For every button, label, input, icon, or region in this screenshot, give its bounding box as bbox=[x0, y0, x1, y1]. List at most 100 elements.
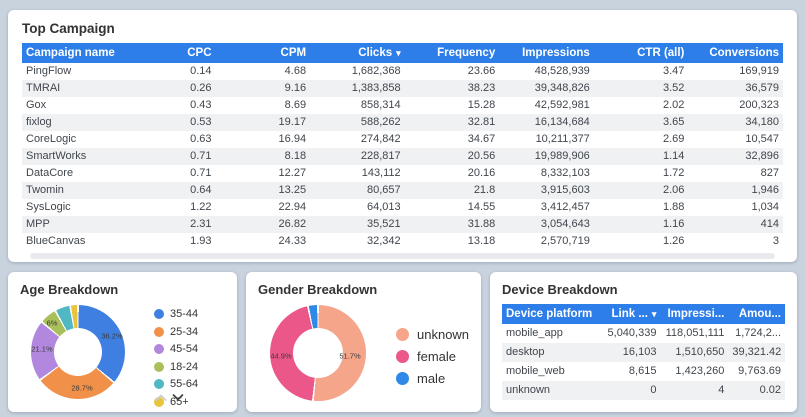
table-cell: 12.27 bbox=[278, 167, 307, 179]
legend-item[interactable]: unknown bbox=[396, 327, 469, 342]
age-breakdown-card: Age Breakdown 36.2% 28.7% 21.1% 6% 35-44… bbox=[8, 272, 237, 412]
table-cell: 1,383,858 bbox=[351, 82, 401, 94]
table-cell: 0.71 bbox=[190, 150, 212, 162]
table-cell: 1,510,650 bbox=[675, 346, 725, 358]
table-cell: 3.52 bbox=[662, 82, 685, 94]
table-cell: 200,323 bbox=[739, 99, 779, 111]
table-cell: 42,592,981 bbox=[534, 99, 590, 111]
legend-label: 55-64 bbox=[170, 378, 199, 390]
age-donut-chart[interactable]: 36.2% 28.7% 21.1% 6% bbox=[31, 305, 125, 399]
table-row: desktop 16,103 1,510,650 39,321.42 bbox=[502, 343, 785, 362]
slice-label: 44.9% bbox=[270, 351, 292, 361]
age-breakdown-title: Age Breakdown bbox=[20, 282, 119, 297]
column-header-campaign-name[interactable]: Campaign name bbox=[22, 43, 121, 63]
table-cell: 0.63 bbox=[190, 133, 212, 145]
table-cell: 414 bbox=[760, 218, 779, 230]
table-cell: 3,054,643 bbox=[540, 218, 590, 230]
device-table-header-row: Device platform Link ... ▾ Impressi... Am… bbox=[502, 304, 785, 324]
legend-dot-icon bbox=[396, 350, 409, 363]
column-header-cpc[interactable]: CPC bbox=[120, 43, 216, 63]
column-header-device-platform[interactable]: Device platform bbox=[502, 304, 596, 324]
legend-item[interactable]: 25-34 bbox=[154, 326, 198, 338]
column-header-frequency[interactable]: Frequency bbox=[404, 43, 500, 63]
table-cell: 64,013 bbox=[367, 201, 401, 213]
table-cell: 1,682,368 bbox=[351, 65, 401, 77]
table-cell: 0.02 bbox=[759, 384, 781, 396]
campaign-name-cell: Gox bbox=[26, 99, 47, 111]
table-cell: 8.69 bbox=[284, 99, 307, 111]
legend-item[interactable]: 18-24 bbox=[154, 361, 198, 373]
legend-dot-icon bbox=[154, 379, 164, 389]
legend-item[interactable]: 45-54 bbox=[154, 343, 198, 355]
sort-arrow-icon: ▾ bbox=[396, 48, 401, 58]
column-header-cpm[interactable]: CPM bbox=[215, 43, 311, 63]
table-cell: 2.06 bbox=[662, 184, 685, 196]
table-cell: 0.14 bbox=[190, 65, 212, 77]
table-row: Twomin 0.64 13.25 80,657 21.8 3,915,603 2.06 1,… bbox=[22, 182, 783, 199]
horizontal-scrollbar[interactable] bbox=[30, 253, 775, 259]
table-cell: 19,989,906 bbox=[534, 150, 590, 162]
legend-label: male bbox=[417, 371, 446, 386]
column-header-clicks[interactable]: Clicks ▾ bbox=[310, 43, 405, 63]
legend-dot-icon bbox=[154, 396, 164, 407]
table-cell: 14.55 bbox=[467, 201, 496, 213]
table-cell: 0.53 bbox=[190, 116, 212, 128]
legend-item[interactable]: 65+ bbox=[154, 396, 198, 408]
table-cell: 32,342 bbox=[367, 235, 401, 247]
legend-item[interactable]: male bbox=[396, 371, 469, 386]
table-row: fixlog 0.53 19.17 588,262 32.81 16,134,684 3.6… bbox=[22, 114, 783, 131]
table-cell: 38.23 bbox=[467, 82, 496, 94]
column-header-conversions[interactable]: Conversions bbox=[688, 43, 783, 63]
table-cell: 1.22 bbox=[190, 201, 212, 213]
chevron-down-icon[interactable] bbox=[171, 393, 185, 402]
table-row: DataCore 0.71 12.27 143,112 20.16 8,332,103 1.… bbox=[22, 165, 783, 182]
table-row: SysLogic 1.22 22.94 64,013 14.55 3,412,457 1.8… bbox=[22, 199, 783, 216]
table-cell: 8,615 bbox=[628, 365, 657, 377]
slice-label: 21.1% bbox=[31, 344, 53, 354]
table-cell: 0.71 bbox=[190, 167, 212, 179]
table-cell: 2.31 bbox=[190, 218, 212, 230]
table-cell: 16,103 bbox=[622, 346, 657, 358]
column-header-amount[interactable]: Amou... bbox=[728, 304, 785, 324]
table-cell: 8,332,103 bbox=[540, 167, 590, 179]
table-cell: 16.94 bbox=[278, 133, 307, 145]
table-row: Gox 0.43 8.69 858,314 15.28 42,592,981 2.02 200… bbox=[22, 97, 783, 114]
table-cell: 15.28 bbox=[467, 99, 496, 111]
table-cell: 22.94 bbox=[278, 201, 307, 213]
campaign-name-cell: DataCore bbox=[26, 167, 74, 179]
campaign-name-cell: BlueCanvas bbox=[26, 235, 86, 247]
table-row: mobile_app 5,040,339 118,051,111 1,724,2... bbox=[502, 324, 785, 343]
sort-arrow-icon: ▾ bbox=[651, 309, 657, 319]
gender-donut-chart[interactable]: 44.9% 51.7% bbox=[270, 305, 366, 401]
column-header-impressions[interactable]: Impressions bbox=[499, 43, 594, 63]
gender-legend: unknown female male bbox=[396, 327, 469, 386]
legend-item[interactable]: 55-64 bbox=[154, 378, 198, 390]
table-cell: 16,134,684 bbox=[534, 116, 590, 128]
table-cell: 32.81 bbox=[467, 116, 496, 128]
legend-item[interactable]: 35-44 bbox=[154, 308, 198, 320]
column-header-link-clicks[interactable]: Link ... ▾ bbox=[595, 304, 661, 324]
legend-item[interactable]: female bbox=[396, 349, 469, 364]
table-cell: 1.72 bbox=[662, 167, 685, 179]
chevron-up-icon[interactable] bbox=[154, 393, 168, 402]
table-cell: 0 bbox=[650, 384, 657, 396]
table-cell: 1.14 bbox=[662, 150, 685, 162]
table-cell: 9,763.69 bbox=[738, 365, 781, 377]
age-legend: 35-44 25-34 45-54 18-24 55-64 65+ bbox=[154, 308, 198, 408]
top-campaign-card: Top Campaign Campaign name CPC CPM Click… bbox=[8, 10, 797, 262]
table-cell: 3.47 bbox=[662, 65, 685, 77]
column-header-impressions[interactable]: Impressi... bbox=[660, 304, 729, 324]
legend-pager bbox=[154, 393, 185, 402]
legend-label: 35-44 bbox=[170, 308, 199, 320]
table-cell: 4.68 bbox=[284, 65, 307, 77]
table-row: unknown 0 4 0.02 bbox=[502, 381, 785, 400]
table-cell: 1,034 bbox=[751, 201, 779, 213]
column-header-ctr[interactable]: CTR (all) bbox=[593, 43, 689, 63]
column-header-clicks-label: Clicks bbox=[358, 47, 393, 59]
table-row: mobile_web 8,615 1,423,260 9,763.69 bbox=[502, 362, 785, 381]
legend-dot-icon bbox=[154, 309, 164, 319]
legend-dot-icon bbox=[154, 326, 164, 337]
table-cell: 2,570,719 bbox=[540, 235, 590, 247]
campaign-name-cell: CoreLogic bbox=[26, 133, 77, 145]
campaign-table: Campaign name CPC CPM Clicks ▾ Frequency … bbox=[22, 43, 783, 250]
